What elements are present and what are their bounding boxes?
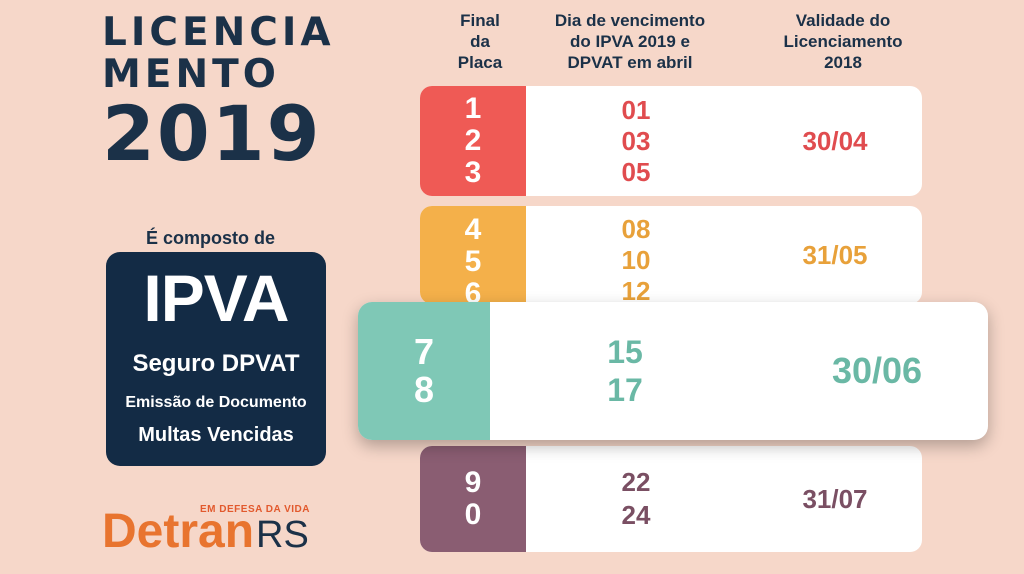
plate-final: 2 — [464, 124, 482, 157]
due-day: 22 — [621, 467, 651, 497]
logo-rs: RS — [256, 514, 309, 556]
title-line-1: LICENCIA — [102, 10, 335, 55]
due-day: 17 — [607, 372, 643, 408]
validity-date: 31/07 — [802, 483, 868, 514]
due-day: 08 — [621, 214, 651, 244]
title-line-2: MENTO — [102, 52, 280, 97]
plate-finals: 4 5 6 — [420, 206, 526, 304]
plate-final: 3 — [464, 156, 482, 189]
logo-detran: Detran — [102, 505, 255, 558]
plate-final: 0 — [464, 498, 482, 531]
due-days: 01 03 05 — [526, 86, 746, 196]
table-row: 9 0 22 24 31/07 — [420, 446, 922, 552]
logo-tagline: EM DEFESA DA VIDA — [200, 504, 310, 515]
plate-final: 5 — [464, 245, 482, 278]
due-day: 03 — [621, 125, 651, 156]
due-day: 24 — [621, 500, 651, 530]
validity-date: 30/06 — [831, 350, 923, 391]
due-day: 10 — [621, 245, 651, 275]
header-dia-vencimento: Dia de vencimento do IPVA 2019 e DPVAT e… — [554, 11, 706, 72]
ipva-title: IPVA — [143, 261, 289, 335]
ipva-item-documento: Emissão de Documento — [125, 394, 307, 411]
title-year: 2019 — [102, 89, 322, 178]
due-days: 22 24 — [526, 446, 746, 552]
ipva-item-dpvat: Seguro DPVAT — [132, 350, 300, 377]
plate-final: 6 — [464, 277, 482, 305]
due-days: 08 10 12 — [526, 206, 746, 304]
table-row-highlighted: 7 8 15 17 30/06 — [358, 302, 988, 440]
due-day: 05 — [621, 156, 651, 187]
composto-label: É composto de — [146, 228, 276, 248]
plate-finals: 7 8 — [358, 302, 490, 440]
table-row: 4 5 6 08 10 12 31/05 — [420, 206, 922, 304]
due-day: 12 — [621, 276, 651, 304]
header-validade: Validade do Licenciamento 2018 — [783, 11, 903, 72]
due-days: 15 17 — [490, 302, 760, 440]
table-row: 1 2 3 01 03 05 30/04 — [420, 86, 922, 196]
detran-logo: DetranRS — [102, 504, 309, 559]
due-day: 01 — [621, 94, 651, 125]
plate-final: 7 — [413, 331, 435, 372]
plate-final: 1 — [464, 92, 482, 125]
due-day: 15 — [607, 334, 643, 370]
plate-finals: 9 0 — [420, 446, 526, 552]
plate-final: 4 — [464, 213, 482, 246]
plate-final: 8 — [413, 369, 435, 410]
validity-date: 31/05 — [802, 239, 868, 270]
plate-finals: 1 2 3 — [420, 86, 526, 196]
header-final-placa: Final da Placa — [457, 11, 503, 72]
ipva-box: IPVA Seguro DPVAT Emissão de Documento M… — [106, 252, 326, 466]
validity-date: 30/04 — [802, 125, 868, 156]
plate-final: 9 — [464, 466, 482, 499]
ipva-item-multas: Multas Vencidas — [138, 424, 294, 446]
